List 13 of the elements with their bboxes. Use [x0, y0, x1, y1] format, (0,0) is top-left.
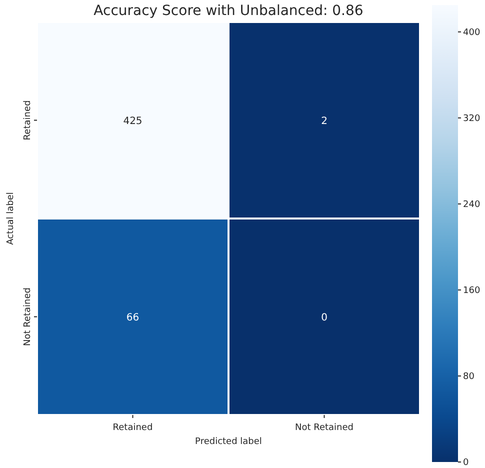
data-label: 66 [126, 312, 140, 324]
data-label: 0 [321, 312, 328, 324]
color-bar-label: 400 [463, 28, 480, 38]
data-label: 425 [123, 116, 142, 127]
color-bar-label: 0 [463, 458, 469, 468]
y-axis-title: Actual label [6, 192, 16, 245]
color-bar-label: 80 [463, 372, 475, 382]
color-bar-label: 320 [463, 114, 480, 124]
data-label: 2 [321, 116, 328, 127]
color-bar-label: 240 [463, 200, 480, 210]
x-axis-title: Predicted label [195, 437, 262, 447]
color-bar-label: 160 [463, 286, 480, 296]
chart-title: Accuracy Score with Unbalanced: 0.86 [94, 3, 364, 19]
